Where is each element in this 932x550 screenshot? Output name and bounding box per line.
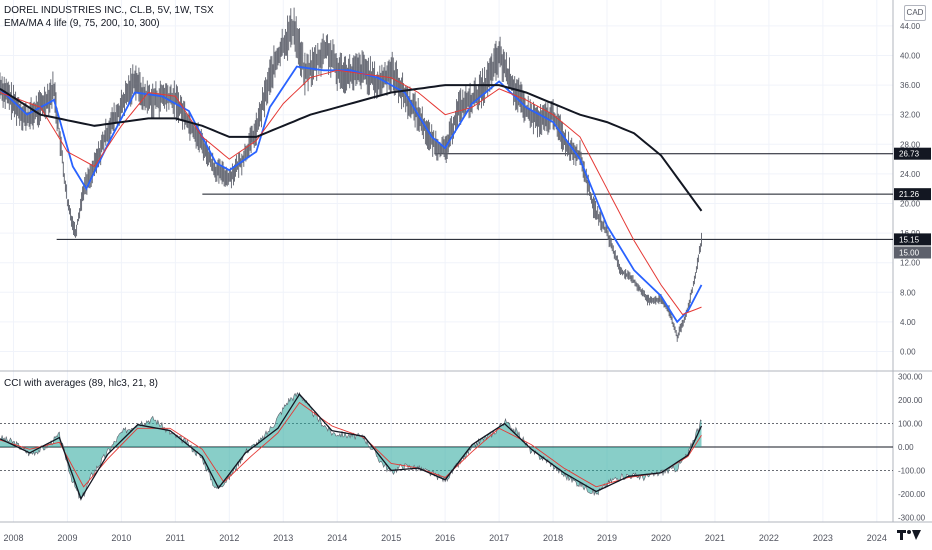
indicator-legend[interactable]: EMA/MA 4 life (9, 75, 200, 10, 300) bbox=[4, 18, 160, 29]
support-level-tag bbox=[894, 147, 931, 160]
time-axis-tick: 2021 bbox=[705, 533, 725, 543]
time-axis-tick: 2017 bbox=[489, 533, 509, 543]
price-axis-tick: 44.00 bbox=[900, 22, 921, 31]
chart-title: DOREL INDUSTRIES INC., CL.B, 5V, 1W, TSX bbox=[4, 5, 214, 16]
time-axis-tick: 2014 bbox=[327, 533, 347, 543]
price-bars[interactable] bbox=[0, 7, 702, 342]
ma-200-line[interactable] bbox=[0, 84, 703, 212]
support-level-label: 21.26 bbox=[899, 190, 920, 199]
ema-75-line[interactable] bbox=[0, 69, 702, 316]
time-axis-tick: 2012 bbox=[219, 533, 239, 543]
cci-line bbox=[0, 391, 702, 502]
price-series-bars bbox=[0, 7, 702, 342]
cci-axis-tick: -300.00 bbox=[898, 513, 926, 522]
price-axis-tick: 24.00 bbox=[900, 170, 921, 179]
cci-axis-tick: 200.00 bbox=[898, 396, 923, 405]
last-price-tag bbox=[894, 246, 931, 259]
price-axis-tick: 20.00 bbox=[900, 200, 921, 209]
time-axis-tick: 2015 bbox=[381, 533, 401, 543]
time-axis-tick: 2009 bbox=[57, 533, 77, 543]
support-level-label: 26.73 bbox=[899, 150, 920, 159]
support-levels[interactable]: 26.73 21.26 15.15 bbox=[56, 147, 931, 246]
price-axis-tick: 32.00 bbox=[900, 111, 921, 120]
time-axis-tick: 2018 bbox=[543, 533, 563, 543]
time-axis-tick: 2019 bbox=[597, 533, 617, 543]
time-axis-tick: 2011 bbox=[166, 533, 185, 543]
price-axis-tick: 4.00 bbox=[900, 318, 916, 327]
cci-area[interactable] bbox=[0, 392, 702, 501]
currency-badge[interactable]: CAD bbox=[904, 5, 926, 21]
time-axis-tick: 2013 bbox=[273, 533, 293, 543]
cci-axis-tick: -100.00 bbox=[898, 466, 926, 475]
time-axis-tick: 2008 bbox=[3, 533, 23, 543]
cci-legend[interactable]: CCI with averages (89, hlc3, 21, 8) bbox=[4, 378, 158, 389]
cci-axis[interactable]: 300.00 200.00 100.00 0.00 -100.00 -200.00 -300… bbox=[898, 373, 926, 523]
time-axis-tick: 2024 bbox=[867, 533, 887, 543]
price-axis-tick: 28.00 bbox=[900, 140, 921, 149]
price-axis-tick: 36.00 bbox=[900, 81, 921, 90]
price-axis-tick: 40.00 bbox=[900, 52, 921, 61]
support-level-tag bbox=[894, 188, 931, 201]
time-axis[interactable]: 2008 2009 2010 2011 2012 2013 2014 2015 2016 2017… bbox=[3, 533, 886, 543]
cci-axis-tick: 0.00 bbox=[898, 443, 914, 452]
time-axis-tick: 2010 bbox=[111, 533, 131, 543]
cci-axis-tick: -200.00 bbox=[898, 490, 926, 499]
cci-axis-tick: 100.00 bbox=[898, 420, 923, 429]
support-level-label: 15.15 bbox=[899, 235, 920, 244]
cci-axis-tick: 300.00 bbox=[898, 373, 923, 382]
time-axis-tick: 2023 bbox=[813, 533, 833, 543]
price-axis-tick: 12.00 bbox=[900, 259, 921, 268]
last-price-label: 15.00 bbox=[899, 249, 920, 258]
time-axis-tick: 2020 bbox=[651, 533, 671, 543]
ema-9-line[interactable] bbox=[0, 65, 703, 324]
price-axis-tick: 8.00 bbox=[900, 288, 916, 297]
cci-average-8-line[interactable] bbox=[0, 393, 703, 501]
time-axis-tick: 2016 bbox=[435, 533, 455, 543]
time-axis-tick: 2022 bbox=[759, 533, 779, 543]
price-axis-tick: 0.00 bbox=[900, 348, 916, 357]
cci-average-21-line[interactable] bbox=[0, 401, 702, 488]
tradingview-logo-icon bbox=[897, 530, 921, 540]
support-level-tag bbox=[894, 233, 931, 246]
